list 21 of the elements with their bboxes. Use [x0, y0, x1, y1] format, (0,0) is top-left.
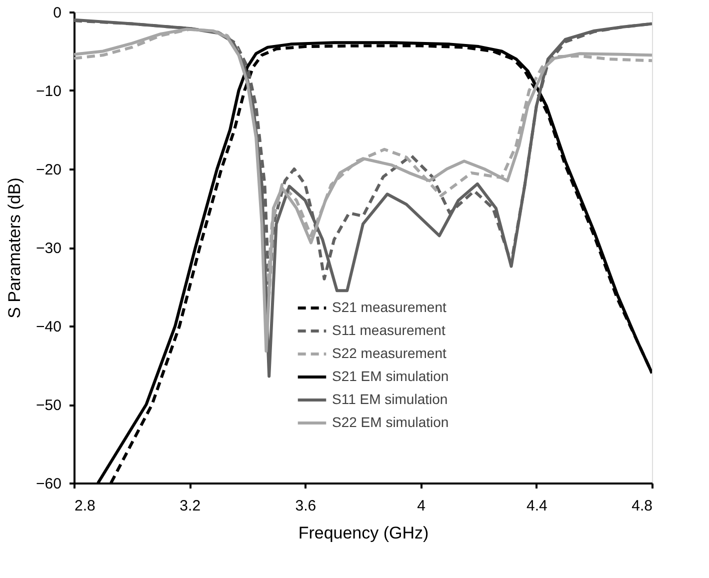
y-tick-label: −30	[36, 240, 62, 257]
legend-label: S22 EM simulation	[332, 414, 449, 430]
legend-label: S11 EM simulation	[332, 391, 448, 407]
y-axis-title: S Paramaters (dB)	[5, 178, 24, 318]
legend-label: S22 measurement	[332, 345, 447, 361]
x-tick-label: 4	[417, 498, 426, 514]
x-tick-label: 3.6	[295, 498, 316, 514]
y-tick-label: −50	[36, 397, 62, 414]
x-axis-title: Frequency (GHz)	[298, 524, 429, 542]
x-tick-label: 4.8	[632, 498, 652, 514]
y-tick-label: −10	[36, 83, 62, 100]
y-tick-label: −40	[36, 318, 62, 336]
legend-label: S21 EM simulation	[332, 368, 449, 384]
y-tick-label: 0	[53, 4, 62, 22]
x-tick-label: 3.2	[180, 498, 201, 514]
y-tick-label: −20	[36, 162, 62, 178]
x-tick-label: 4.4	[526, 498, 548, 514]
y-tick-label: −60	[36, 476, 62, 492]
legend-label: S21 measurement	[332, 299, 447, 315]
x-tick-label: 2.8	[74, 498, 96, 514]
legend-label: S11 measurement	[332, 322, 446, 338]
